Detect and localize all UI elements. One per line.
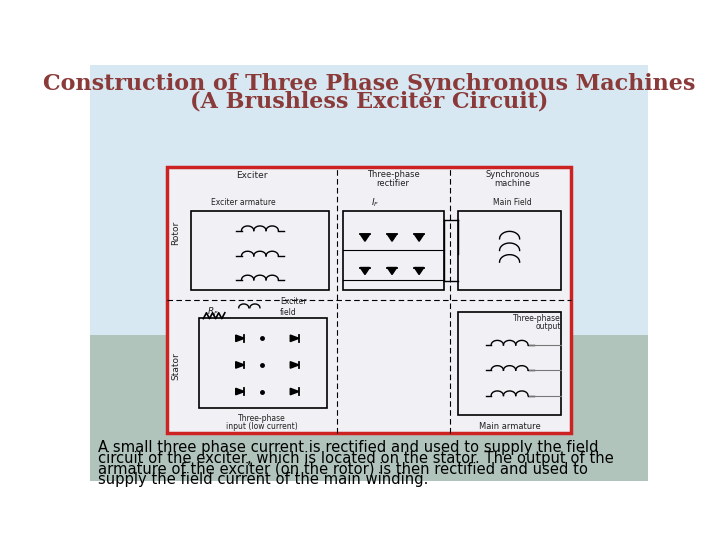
Polygon shape (360, 267, 369, 274)
Text: armature of the exciter (on the rotor) is then rectified and used to: armature of the exciter (on the rotor) i… (99, 462, 588, 476)
Text: machine: machine (495, 179, 531, 188)
Text: $R_F$: $R_F$ (207, 306, 220, 318)
Polygon shape (290, 335, 299, 342)
Bar (167, 167, 571, 433)
Polygon shape (235, 335, 244, 342)
Bar (199, 319, 327, 408)
Text: Exciter
field: Exciter field (280, 297, 307, 317)
Polygon shape (387, 234, 397, 241)
Polygon shape (415, 267, 424, 274)
Text: Main Field: Main Field (493, 198, 532, 207)
Text: Exciter: Exciter (236, 172, 268, 180)
Polygon shape (235, 362, 244, 368)
Text: $I_F$: $I_F$ (371, 197, 379, 209)
Polygon shape (387, 267, 397, 274)
Text: Three-phase: Three-phase (367, 170, 420, 179)
Bar (458, 312, 561, 415)
Text: (A Brushless Exciter Circuit): (A Brushless Exciter Circuit) (190, 90, 548, 112)
Text: rectifier: rectifier (377, 179, 410, 188)
Text: Main armature: Main armature (479, 422, 541, 430)
Polygon shape (290, 362, 299, 368)
Text: supply the field current of the main winding.: supply the field current of the main win… (99, 472, 428, 487)
Bar (90, 335, 648, 481)
Text: Rotor: Rotor (171, 221, 181, 245)
Text: input (low current): input (low current) (226, 422, 298, 431)
Text: Construction of Three Phase Synchronous Machines: Construction of Three Phase Synchronous … (42, 72, 696, 94)
Text: circuit of the exciter, which is located on the stator. The output of the: circuit of the exciter, which is located… (99, 451, 614, 465)
Bar (343, 211, 444, 291)
Polygon shape (290, 388, 299, 395)
Text: Synchronous: Synchronous (485, 170, 539, 179)
Bar (458, 211, 561, 291)
Bar (90, 65, 648, 335)
Text: Exciter armature: Exciter armature (212, 198, 276, 207)
Polygon shape (235, 388, 244, 395)
Polygon shape (360, 234, 369, 241)
Text: Three-phase: Three-phase (513, 314, 561, 323)
Text: Three-phase: Three-phase (238, 414, 286, 423)
Text: output: output (536, 322, 561, 331)
Text: Stator: Stator (171, 353, 181, 380)
Polygon shape (415, 234, 424, 241)
Bar (192, 211, 328, 291)
Text: A small three phase current is rectified and used to supply the field: A small three phase current is rectified… (99, 440, 599, 455)
